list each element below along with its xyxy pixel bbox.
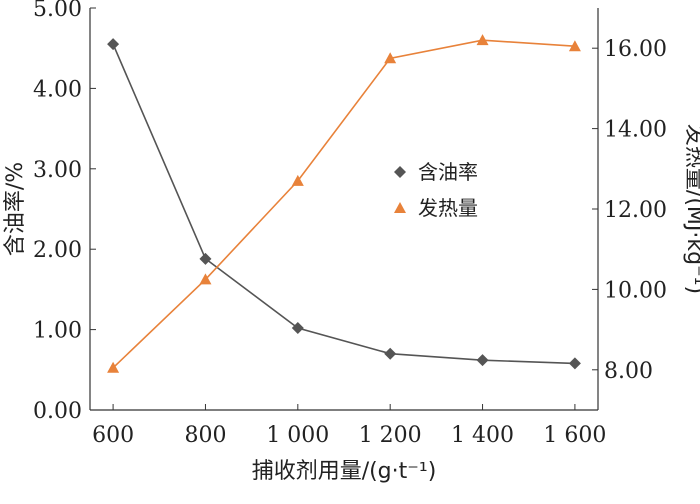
diamond-marker	[291, 321, 304, 334]
triangle-marker	[384, 52, 397, 64]
triangle-marker	[199, 273, 212, 285]
y-tick-label: 1.00	[33, 319, 82, 344]
y-tick-label: 3.00	[33, 158, 82, 183]
y-tick-label: 4.00	[33, 77, 82, 102]
legend-label: 含油率	[418, 160, 478, 184]
x-tick-label: 1 600	[543, 423, 606, 448]
x-tick-label: 800	[184, 423, 226, 448]
x-tick-label: 1 200	[359, 423, 422, 448]
legend-diamond-icon	[394, 166, 406, 178]
y-tick-label: 0.00	[33, 399, 82, 424]
y2-tick-label: 10.00	[604, 278, 667, 303]
y2-tick-label: 8.00	[604, 359, 653, 384]
y-axis-title: 含油率/%	[3, 162, 28, 256]
triangle-marker	[107, 361, 120, 373]
series-markers	[107, 34, 581, 373]
axes	[89, 8, 599, 411]
y-tick-label: 2.00	[33, 238, 82, 263]
triangle-marker	[476, 34, 489, 46]
diamond-marker	[107, 38, 120, 51]
x-tick-label: 1 000	[266, 423, 329, 448]
triangle-marker	[568, 40, 581, 52]
diamond-marker	[568, 357, 581, 370]
series-line-1	[112, 43, 575, 365]
diamond-marker	[199, 252, 212, 265]
y2-axis-title: 发热量/(MJ·kg⁻¹)	[682, 124, 700, 294]
y2-tick-label: 12.00	[604, 198, 667, 223]
x-tick-label: 600	[92, 423, 134, 448]
y-tick-label: 5.00	[33, 0, 82, 22]
diamond-marker	[384, 347, 397, 360]
ticks: 0.00 1.00 2.00 3.00 4.00 5.00 8.00 10.00 12.00 14…	[33, 0, 667, 448]
diamond-marker	[476, 354, 489, 367]
x-tick-label: 1 400	[451, 423, 514, 448]
legend-triangle-icon	[394, 202, 406, 213]
series-lines	[112, 39, 575, 369]
series-line-2	[112, 39, 575, 369]
legend-label: 发热量	[418, 196, 478, 220]
triangle-marker	[291, 174, 304, 186]
y2-tick-label: 16.00	[604, 37, 667, 62]
x-axis-title: 捕收剂用量/(g·t⁻¹)	[252, 459, 437, 484]
y2-tick-label: 14.00	[604, 118, 667, 143]
